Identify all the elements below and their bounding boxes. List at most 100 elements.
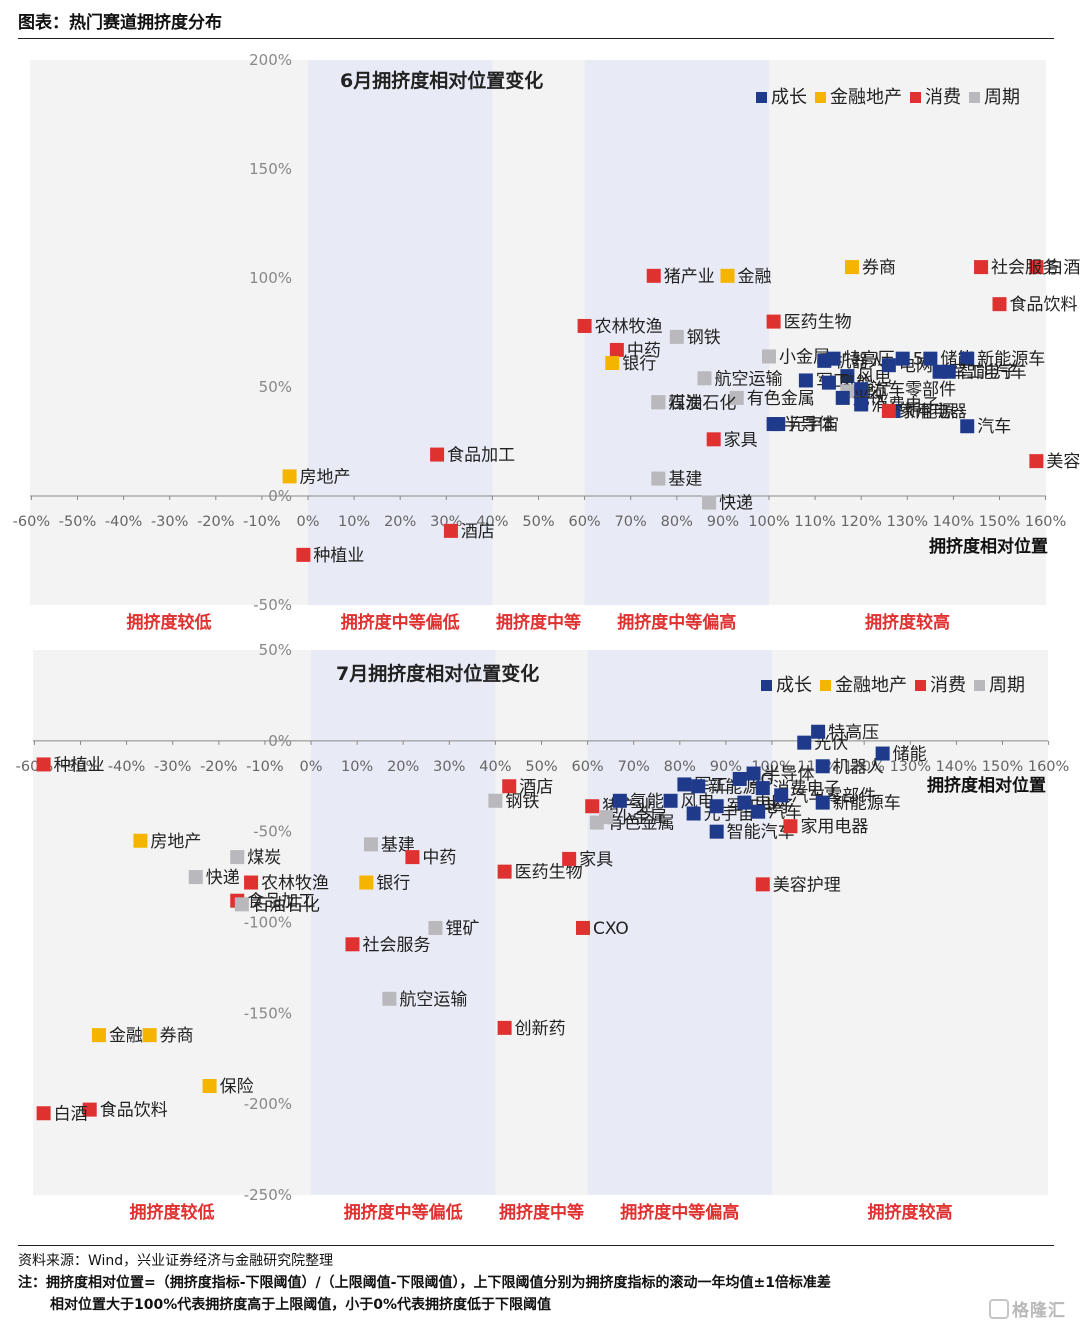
data-point [702, 495, 717, 510]
zone-label: 拥挤度中等 [496, 612, 581, 633]
data-point [797, 735, 812, 750]
data-point-label: 社会服务 [362, 935, 430, 955]
data-point [562, 851, 577, 866]
data-point-label: 家具 [579, 850, 613, 870]
data-point [798, 373, 813, 388]
data-point-label: 特高压 [828, 723, 879, 743]
y-tick-label: 150% [249, 160, 292, 178]
data-point [646, 268, 661, 283]
zone-label: 拥挤度中等偏低 [341, 612, 460, 633]
data-point-label: 智能汽车 [959, 363, 1027, 383]
data-point-label: 银行 [622, 354, 656, 374]
data-point [720, 268, 735, 283]
data-point-label: 汽车 [977, 417, 1011, 437]
legend-swatch-成长 [756, 92, 767, 103]
data-point [755, 877, 770, 892]
data-point [91, 1028, 106, 1043]
x-tick-label: -10% [246, 759, 283, 775]
data-point [709, 824, 724, 839]
data-point [875, 746, 890, 761]
data-point [663, 793, 678, 808]
data-point [881, 358, 896, 373]
data-point [706, 432, 721, 447]
data-point-label: 白酒 [54, 1104, 88, 1124]
data-point-label: 食品加工 [447, 446, 515, 466]
data-point [443, 523, 458, 538]
data-point [840, 369, 855, 384]
data-point-label: 农林牧渔 [595, 317, 663, 337]
data-point-label: 锂矿 [445, 919, 479, 939]
data-point [599, 810, 614, 825]
x-tick-label: 130% [890, 759, 931, 775]
zone-label: 拥挤度较高 [868, 1202, 953, 1223]
zone-label: 拥挤度中等 [499, 1202, 584, 1223]
legend-swatch-消费 [915, 680, 926, 691]
x-tick-label: 100% [748, 514, 789, 530]
x-axis-label: 拥挤度相对位置 [929, 536, 1048, 557]
data-point-label: 钢铁 [505, 792, 539, 812]
data-point [854, 397, 869, 412]
legend-label: 消费 [925, 87, 961, 108]
data-point [502, 779, 517, 794]
data-point-label: 医药生物 [515, 863, 583, 883]
x-tick-label: 40% [476, 514, 508, 530]
y-tick-label: -50% [253, 596, 292, 614]
legend-swatch-金融地产 [815, 92, 826, 103]
data-point-label: 金融 [109, 1026, 143, 1046]
data-point [133, 833, 148, 848]
x-tick-label: -50% [59, 514, 96, 530]
data-point [737, 795, 752, 810]
legend-label: 成长 [776, 675, 812, 696]
data-point-label: 新能源车 [977, 350, 1045, 370]
data-point-label: 金融 [738, 267, 772, 287]
data-point [188, 870, 203, 885]
data-point-label: 小金属 [616, 808, 667, 828]
y-tick-label: 100% [249, 269, 292, 287]
x-tick-label: 0% [299, 759, 322, 775]
x-tick-label: 90% [707, 514, 739, 530]
data-point [609, 342, 624, 357]
data-point-label: 银行 [376, 874, 410, 894]
data-point-label: 美容护理 [1046, 452, 1080, 472]
data-point [766, 314, 781, 329]
data-point-label: 酒店 [519, 777, 553, 797]
data-point [296, 547, 311, 562]
x-tick-label: 80% [661, 514, 693, 530]
data-point-label: 保险 [220, 1077, 254, 1097]
x-tick-label: 130% [887, 514, 928, 530]
x-tick-label: 60% [568, 514, 600, 530]
data-point [755, 781, 770, 796]
footer-divider [18, 1245, 1054, 1246]
data-point [497, 1020, 512, 1035]
zone-label: 拥挤度中等偏高 [617, 612, 736, 633]
data-point [709, 799, 724, 814]
data-point [895, 351, 910, 366]
y-tick-label: -50% [253, 823, 292, 841]
data-point-label: 汽车 [768, 803, 802, 823]
watermark: 格隆汇 [989, 1296, 1066, 1321]
legend-swatch-消费 [910, 92, 921, 103]
data-point [826, 351, 841, 366]
data-point-label: 猪产业 [664, 267, 715, 287]
data-point [36, 1106, 51, 1121]
x-tick-label: -60% [13, 514, 50, 530]
data-point-label: 航空运输 [399, 990, 467, 1010]
data-point [751, 804, 766, 819]
data-point-label: 食品加工 [247, 892, 315, 912]
data-point-label: 美容护理 [773, 875, 841, 895]
legend-label: 金融地产 [830, 87, 902, 108]
data-point-label: 社会服务 [991, 258, 1059, 278]
source-note: 资料来源：Wind，兴业证券经济与金融研究院整理 [18, 1253, 334, 1269]
x-tick-label: -30% [151, 514, 188, 530]
y-tick-label: -100% [244, 914, 292, 932]
watermark-logo-icon [989, 1299, 1009, 1319]
x-tick-label: 140% [936, 759, 977, 775]
data-point-label: 煤炭 [247, 848, 281, 868]
data-point-label: 快递 [719, 494, 753, 514]
data-point [811, 724, 826, 739]
data-point [941, 364, 956, 379]
x-tick-label: -50% [62, 759, 99, 775]
data-point-label: 消费电子 [773, 779, 841, 799]
data-point [815, 795, 830, 810]
range-note: 相对位置大于100%代表拥挤度高于上限阈值，小于0%代表拥挤度低于下限阈值 [50, 1297, 552, 1313]
